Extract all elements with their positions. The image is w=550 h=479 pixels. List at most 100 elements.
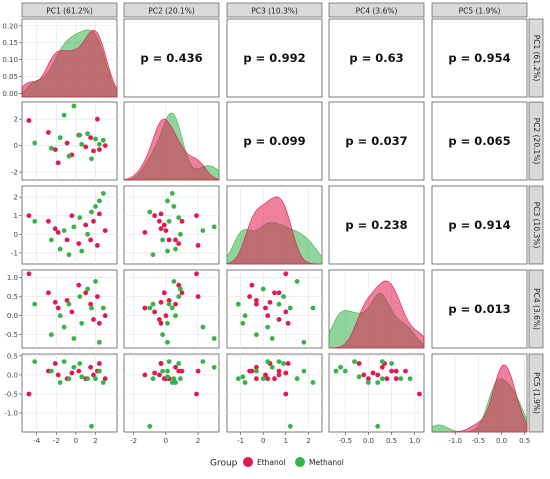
point-methanol (89, 209, 94, 215)
point-methanol (71, 336, 77, 341)
point-methanol (171, 204, 177, 209)
point-methanol (32, 140, 38, 146)
point-ethanol (91, 372, 96, 378)
point-methanol (294, 376, 300, 382)
point-ethanol (64, 298, 70, 303)
y-tick-label: 0 (14, 142, 18, 150)
point-ethanol (161, 290, 167, 296)
point-methanol (49, 237, 54, 243)
point-ethanol (76, 368, 82, 374)
point-methanol (97, 339, 102, 345)
point-ethanol (142, 372, 148, 378)
point-methanol (165, 320, 170, 326)
point-ethanol (283, 370, 289, 376)
point-methanol (77, 132, 83, 138)
point-ethanol (97, 320, 102, 326)
y-tick-label: -1 (11, 249, 18, 257)
point-ethanol (157, 218, 162, 224)
point-ethanol (91, 218, 96, 224)
point-methanol (265, 359, 271, 364)
panel-4-5 (431, 269, 528, 349)
y-tick-label: 0.15 (2, 39, 18, 47)
point-methanol (160, 237, 166, 243)
point-ethanol (276, 368, 282, 374)
panel-2-5 (431, 101, 528, 181)
point-methanol (97, 141, 102, 147)
point-ethanol (157, 317, 162, 322)
point-ethanol (52, 299, 58, 305)
x-tick-label: 2 (306, 437, 310, 445)
point-methanol (165, 248, 170, 254)
legend-title: Group (210, 459, 238, 469)
row-strip-label: PC5 (1.9%) (532, 372, 541, 414)
point-ethanol (247, 368, 253, 374)
point-methanol (276, 301, 282, 307)
x-tick-label: 0.5 (519, 437, 530, 445)
point-ethanol (195, 243, 201, 248)
point-methanol (77, 294, 83, 299)
p-value-label: p = 0.065 (448, 134, 510, 148)
point-methanol (71, 364, 77, 370)
point-methanol (171, 376, 177, 382)
row-strip (528, 185, 544, 265)
x-tick-label: -2 (53, 437, 60, 445)
panel-1-4 (328, 18, 425, 98)
point-methanol (342, 368, 348, 374)
point-methanol (77, 215, 83, 221)
point-ethanol (26, 118, 32, 123)
point-methanol (276, 359, 282, 364)
y-tick-label: -0.5 (4, 390, 18, 398)
point-ethanol (389, 368, 394, 374)
point-methanol (89, 156, 94, 162)
point-ethanol (69, 370, 75, 376)
p-value-label: p = 0.037 (345, 134, 407, 148)
point-methanol (79, 320, 85, 326)
p-value-label: p = 0.63 (349, 51, 403, 65)
column-strip-label: PC4 (3.6%) (356, 7, 398, 16)
row-strip-label: PC2 (20.1%) (532, 118, 541, 165)
point-methanol (310, 305, 316, 311)
legend-label-methanol: Methanol (309, 458, 344, 467)
point-ethanol (46, 218, 51, 224)
point-ethanol (384, 376, 390, 382)
point-ethanol (263, 305, 268, 311)
point-ethanol (83, 290, 89, 296)
point-methanol (352, 359, 357, 364)
point-ethanol (370, 370, 376, 376)
point-methanol (169, 191, 175, 196)
point-ethanol (95, 243, 100, 248)
density-ethanol (226, 196, 322, 265)
point-ethanol (157, 372, 162, 378)
point-methanol (150, 301, 156, 307)
point-ethanol (254, 298, 259, 303)
point-ethanol (55, 230, 61, 235)
point-ethanol (249, 282, 255, 288)
point-methanol (178, 286, 183, 292)
point-ethanol (55, 372, 61, 378)
panel-3-5 (431, 185, 528, 265)
point-ethanol (173, 301, 178, 307)
legend-swatch-methanol (295, 457, 305, 467)
point-ethanol (97, 361, 102, 366)
point-ethanol (158, 226, 164, 232)
point-methanol (93, 204, 98, 209)
point-methanol (366, 380, 371, 385)
point-methanol (178, 231, 183, 237)
p-value-label: p = 0.914 (448, 218, 510, 232)
point-ethanol (55, 160, 61, 166)
point-methanol (32, 218, 38, 224)
point-methanol (61, 359, 67, 364)
point-ethanol (95, 294, 100, 299)
point-methanol (79, 374, 85, 380)
panel-2-4 (328, 101, 425, 181)
point-methanol (100, 191, 106, 196)
point-methanol (100, 137, 106, 143)
column-strip-label: PC5 (1.9%) (459, 7, 501, 16)
point-methanol (333, 368, 339, 374)
point-ethanol (195, 294, 201, 299)
point-methanol (375, 423, 381, 429)
point-methanol (165, 198, 170, 204)
panel-5-2 (123, 353, 220, 433)
point-methanol (147, 423, 153, 429)
point-methanol (66, 252, 72, 258)
